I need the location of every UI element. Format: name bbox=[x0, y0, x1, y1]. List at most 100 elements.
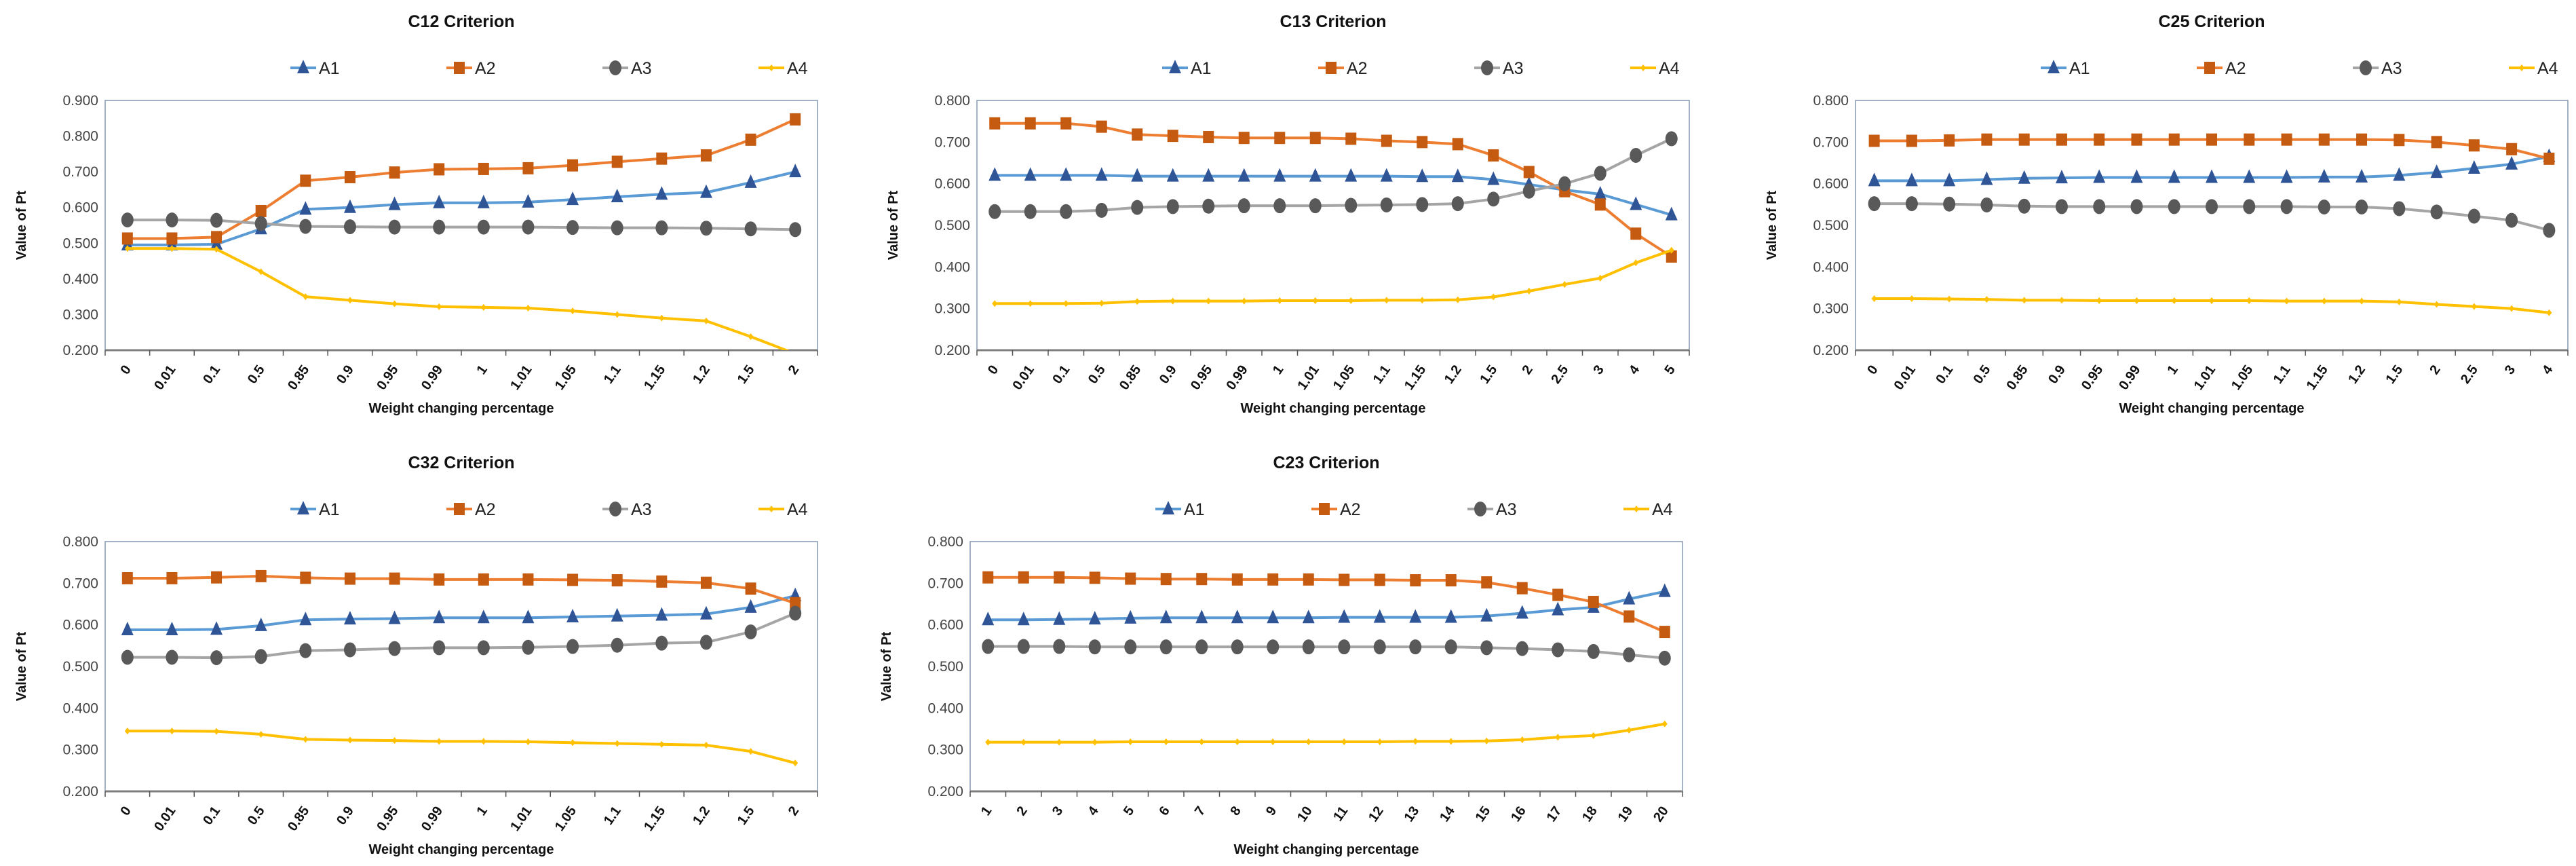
x-tick-label: 0.1 bbox=[1050, 362, 1073, 386]
data-point-a1 bbox=[1024, 167, 1037, 181]
series-a2 bbox=[982, 571, 1670, 639]
data-point-a2 bbox=[790, 113, 801, 126]
data-point-a2 bbox=[745, 582, 756, 595]
x-tick-label: 1.15 bbox=[1402, 362, 1429, 393]
data-point-a1 bbox=[1017, 611, 1030, 626]
data-point-a4 bbox=[2058, 297, 2064, 304]
data-point-a3 bbox=[2356, 200, 2368, 215]
data-point-a2 bbox=[166, 232, 178, 245]
legend-item-a2: A2 bbox=[1311, 500, 1361, 519]
data-point-a3 bbox=[1416, 197, 1429, 212]
x-tick-label: 1 bbox=[474, 362, 491, 377]
data-point-a1 bbox=[1195, 609, 1208, 624]
data-point-a4 bbox=[1661, 720, 1668, 728]
data-point-a4 bbox=[659, 314, 665, 322]
data-point-a3 bbox=[1480, 640, 1493, 656]
data-point-a3 bbox=[2318, 200, 2330, 215]
data-point-a1 bbox=[2055, 170, 2068, 184]
x-tick-label: 1.15 bbox=[641, 804, 668, 834]
data-point-a3 bbox=[121, 650, 134, 665]
y-axis-title: Value of Pt bbox=[879, 632, 894, 702]
data-point-a1 bbox=[1202, 168, 1215, 182]
legend-item-a4: A4 bbox=[1623, 500, 1673, 519]
data-point-a1 bbox=[1868, 172, 1881, 187]
data-point-a1 bbox=[1095, 167, 1108, 181]
data-point-a2 bbox=[1481, 576, 1493, 589]
data-point-a1 bbox=[1444, 609, 1457, 623]
data-point-a1 bbox=[210, 621, 223, 635]
data-point-a3 bbox=[1273, 198, 1286, 214]
data-point-a1 bbox=[522, 193, 535, 208]
chart-title: C23 Criterion bbox=[1273, 453, 1380, 472]
data-point-a3 bbox=[2018, 198, 2031, 214]
data-point-a3 bbox=[611, 220, 623, 236]
x-tick-label: 8 bbox=[1227, 804, 1244, 818]
data-point-a1 bbox=[699, 605, 712, 620]
data-point-a4 bbox=[258, 268, 264, 276]
legend-label: A4 bbox=[1659, 59, 1680, 78]
data-point-a2 bbox=[982, 571, 994, 584]
data-point-a1 bbox=[1169, 60, 1181, 73]
data-point-a4 bbox=[1234, 738, 1240, 746]
data-point-a4 bbox=[570, 739, 576, 747]
data-point-a4 bbox=[1412, 738, 1419, 745]
x-tick-label: 0.5 bbox=[1085, 362, 1109, 386]
data-point-a3 bbox=[1487, 191, 1500, 207]
data-point-a4 bbox=[792, 759, 799, 767]
data-point-a1 bbox=[2130, 169, 2143, 183]
x-tick-label: 0.1 bbox=[200, 362, 223, 386]
legend-label: A4 bbox=[787, 500, 808, 519]
data-point-a2 bbox=[166, 571, 178, 584]
x-tick-label: 1.2 bbox=[1442, 362, 1465, 386]
y-tick-label: 0.400 bbox=[62, 271, 98, 287]
data-point-a2 bbox=[1203, 130, 1214, 143]
data-point-a4 bbox=[169, 245, 175, 252]
legend-label: A3 bbox=[2381, 59, 2402, 78]
data-point-a2 bbox=[434, 573, 445, 586]
data-point-a1 bbox=[343, 199, 356, 213]
legend-item-a3: A3 bbox=[1467, 500, 1517, 519]
x-tick-label: 13 bbox=[1402, 804, 1423, 825]
x-tick-label: 1.5 bbox=[1477, 362, 1500, 386]
x-tick-label: 16 bbox=[1508, 804, 1529, 825]
data-point-a1 bbox=[299, 201, 312, 215]
data-point-a2 bbox=[745, 133, 756, 146]
y-tick-label: 0.300 bbox=[62, 307, 98, 322]
data-point-a4 bbox=[1946, 295, 1953, 303]
data-point-a3 bbox=[2055, 199, 2068, 214]
legend-item-a1: A1 bbox=[1155, 500, 1205, 519]
data-point-a2 bbox=[1196, 573, 1208, 586]
data-point-a4 bbox=[303, 293, 309, 301]
data-point-a2 bbox=[1630, 227, 1642, 240]
data-point-a4 bbox=[2546, 309, 2552, 316]
series-a3 bbox=[982, 639, 1671, 666]
data-point-a3 bbox=[699, 635, 712, 650]
data-point-a3 bbox=[699, 221, 712, 236]
data-point-a4 bbox=[1377, 738, 1383, 746]
series-line-a4 bbox=[127, 730, 796, 765]
chart-title: C12 Criterion bbox=[408, 12, 515, 31]
x-tick-label: 1.2 bbox=[690, 362, 713, 386]
data-point-a2 bbox=[255, 569, 267, 582]
data-point-a4 bbox=[792, 350, 798, 357]
data-point-a2 bbox=[2056, 133, 2067, 146]
series-a1 bbox=[1868, 148, 2556, 187]
data-point-a1 bbox=[1980, 171, 1993, 185]
data-point-a2 bbox=[1523, 166, 1535, 178]
data-point-a1 bbox=[566, 191, 579, 206]
data-point-a2 bbox=[611, 155, 623, 168]
data-point-a1 bbox=[388, 196, 401, 210]
x-tick-label: 0 bbox=[1864, 362, 1881, 377]
x-tick-label: 0 bbox=[985, 362, 1001, 377]
chart-c25: C25 Criterion A1 A2 A3 A4 0.200 0.300 0.400 0.50… bbox=[1750, 0, 2576, 425]
data-point-a3 bbox=[988, 204, 1001, 219]
y-tick-label: 0.500 bbox=[927, 659, 963, 675]
data-point-a1 bbox=[2393, 167, 2406, 181]
data-point-a3 bbox=[2093, 199, 2106, 214]
data-point-a3 bbox=[166, 212, 178, 228]
data-point-a4 bbox=[436, 738, 442, 745]
chart-c12: C12 Criterion A1 A2 A3 A4 0.200 0.300 0.400 0.50… bbox=[0, 0, 841, 425]
data-point-a2 bbox=[1326, 62, 1337, 74]
data-point-a4 bbox=[2321, 297, 2327, 305]
